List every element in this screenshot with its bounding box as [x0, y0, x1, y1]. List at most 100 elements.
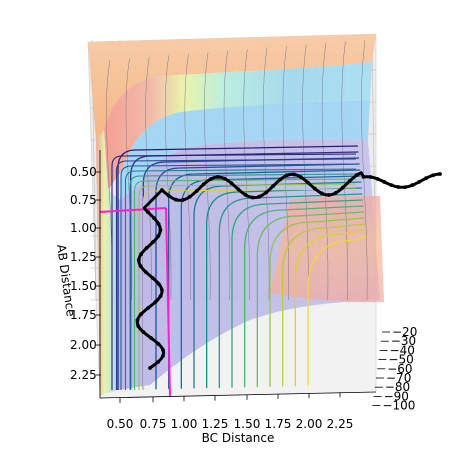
trajectory-point [340, 185, 345, 190]
contour-line [142, 157, 360, 390]
contour-line [142, 188, 357, 390]
y-tick-label: 1.25 [70, 250, 97, 264]
contour-line [282, 223, 366, 387]
y-tick-label: 1.50 [70, 279, 97, 293]
contour-line [244, 205, 364, 388]
trajectory-point [299, 175, 303, 180]
y-tick-label: 1.75 [70, 308, 97, 322]
contour-line [206, 187, 362, 389]
y-tick-label: 2.25 [70, 368, 97, 382]
trajectory-point [167, 194, 171, 198]
z-tick-label: −30 [391, 334, 416, 348]
trajectory-point [194, 189, 199, 193]
trajectory-point [257, 194, 262, 199]
z-tick-label: −40 [390, 343, 415, 357]
y-tick-label: 1.00 [70, 221, 97, 235]
x-tick-label: 0.75 [140, 417, 167, 431]
trajectory-point [201, 182, 206, 187]
x-axis-title: BC Distance [202, 431, 275, 445]
axis-frame [99, 150, 377, 399]
trajectory-point [158, 228, 163, 232]
trajectory-point [410, 183, 415, 188]
trajectory-point [292, 172, 296, 177]
trajectory-point [271, 184, 276, 188]
trajectory-point [431, 173, 435, 178]
trajectory-point [333, 191, 338, 195]
trajectory-point [161, 354, 165, 358]
trajectory-point [148, 366, 152, 370]
trajectory-point [354, 173, 359, 178]
trajectory-point [326, 193, 331, 197]
contour-line [129, 173, 357, 390]
trajectory-point [243, 192, 248, 197]
y-tick-label: 2.00 [70, 338, 97, 352]
trajectory-point [222, 176, 227, 181]
trajectory-point [135, 318, 140, 322]
trajectory-point [396, 185, 401, 189]
contour-line [231, 199, 363, 388]
trajectory-point [161, 348, 165, 352]
contour-line [111, 153, 357, 390]
trajectory-point [250, 195, 255, 200]
x-tick-label: 1.50 [234, 417, 261, 431]
trajectory-point [417, 180, 422, 184]
trajectory-point [156, 234, 161, 238]
trajectory-point [229, 181, 234, 186]
contour-line [193, 181, 362, 389]
z-tick-label: −90 [384, 389, 409, 403]
trajectory-point [215, 175, 220, 179]
trajectory-point [236, 187, 241, 192]
x-tick-label: 1.25 [202, 417, 229, 431]
x-tick-label: 2.00 [296, 417, 323, 431]
y-tick-label: 0.50 [70, 165, 97, 179]
x-axis: 0.50 0.75 1.00 1.25 1.50 1.75 2.00 2.25 [107, 392, 354, 431]
trajectory-point [361, 175, 366, 179]
contour-line [269, 217, 365, 387]
trajectory-point [139, 252, 144, 256]
trajectory-point [152, 216, 156, 220]
surface-wireframe [106, 39, 368, 301]
trajectory-point [145, 210, 150, 214]
contour-lines [111, 145, 367, 390]
trajectory-point [149, 336, 153, 340]
z-tick-label: −20 [392, 325, 417, 339]
trajectory-point [278, 177, 282, 182]
x-tick-label: 2.25 [327, 417, 354, 431]
trajectory-point [382, 180, 387, 184]
trajectory-point [438, 172, 442, 176]
trajectory-point [160, 188, 164, 192]
trajectory-point [136, 324, 141, 328]
trajectory-point [136, 258, 141, 262]
z-tick-label: −80 [385, 380, 410, 394]
trajectory-point [285, 173, 289, 178]
contour-line [138, 183, 357, 390]
trajectory-point [160, 288, 164, 292]
trajectory-point [139, 312, 144, 316]
trajectory-point [143, 270, 148, 274]
trajectory-point [403, 185, 408, 190]
trajectory-point [156, 342, 161, 346]
contour-line [133, 178, 357, 390]
trajectory-point [156, 360, 160, 364]
contour-line [256, 211, 364, 388]
z-axis: −20−30−40−50−60−70−80−90−100 [372, 325, 417, 413]
contour-line [120, 163, 357, 390]
x-tick-label: 1.75 [265, 417, 292, 431]
crosshair-vertical [165, 207, 171, 397]
trajectory-point [141, 330, 146, 334]
trajectory-point [156, 222, 161, 226]
trajectory-point [313, 186, 317, 191]
x-tick-label: 1.00 [171, 417, 198, 431]
trajectory-point [156, 282, 161, 286]
crosshair-horizontal [99, 207, 167, 213]
crosshair [99, 207, 171, 397]
contour-line [117, 145, 359, 390]
contour-line [307, 235, 367, 386]
trajectory-point [208, 177, 213, 182]
z-tick-label: −50 [388, 353, 413, 367]
trajectory [135, 171, 442, 370]
trajectory-point [158, 294, 163, 298]
z-tick-label: −60 [387, 362, 412, 376]
z-tick-label: −100 [382, 399, 415, 413]
